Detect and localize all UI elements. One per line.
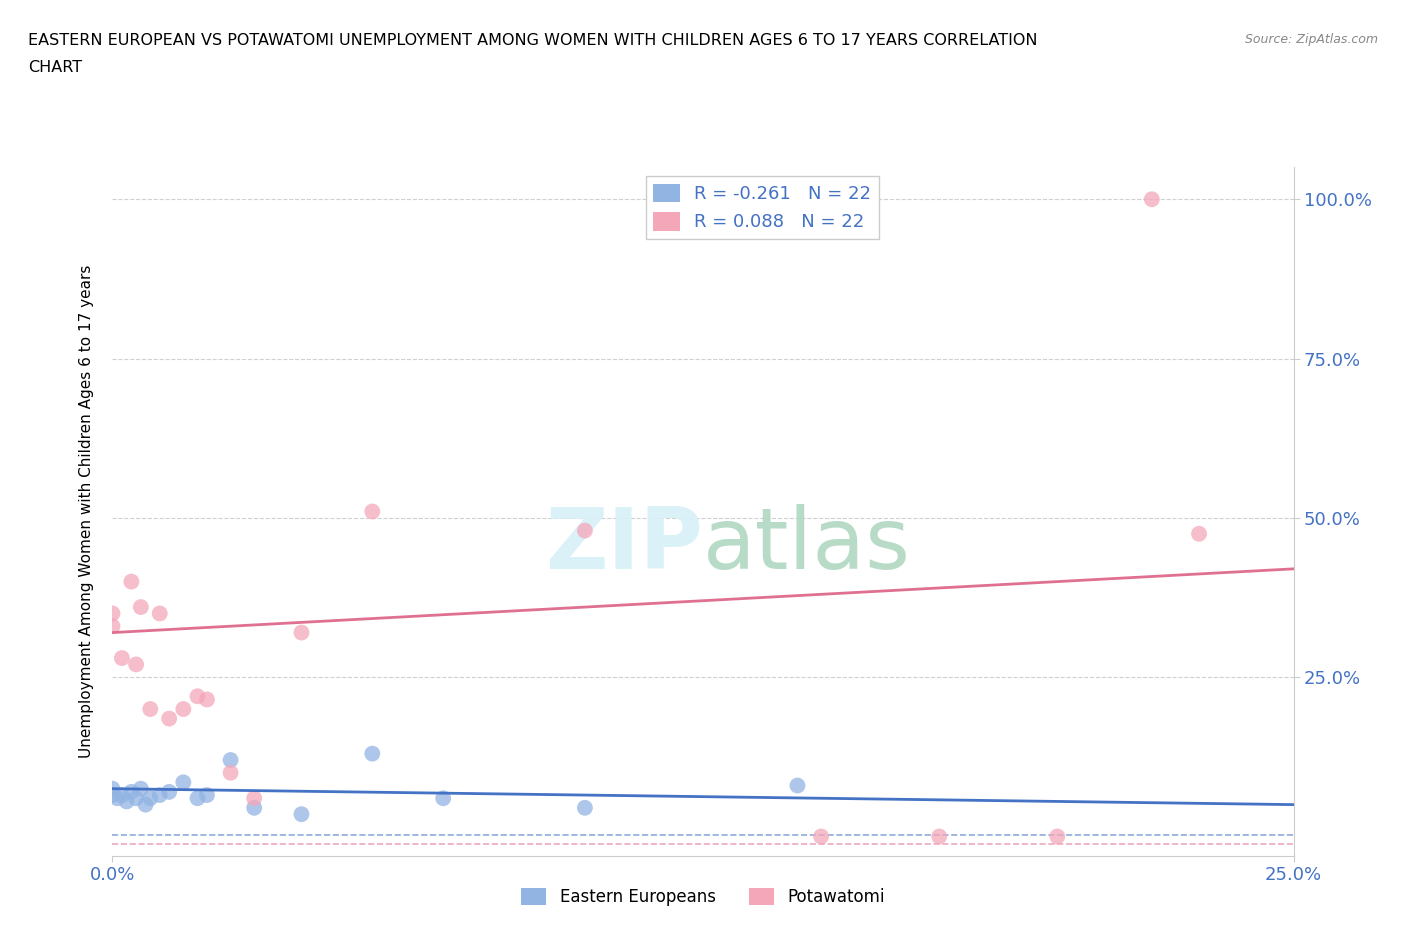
Point [219, 765, 242, 780]
Point [125, 790, 148, 805]
Point [149, 788, 172, 803]
Point [120, 574, 142, 589]
Point [149, 606, 172, 621]
Point [186, 790, 208, 805]
Point [432, 790, 454, 805]
Text: CHART: CHART [28, 60, 82, 75]
Point [120, 784, 142, 799]
Point [135, 797, 157, 812]
Point [111, 651, 134, 666]
Point [172, 775, 194, 790]
Point [115, 794, 138, 809]
Point [139, 701, 162, 716]
Point [1188, 526, 1211, 541]
Point [1140, 192, 1163, 206]
Point [129, 781, 152, 796]
Point [105, 790, 128, 805]
Point [574, 524, 596, 538]
Point [290, 625, 312, 640]
Point [172, 701, 194, 716]
Point [195, 692, 218, 707]
Point [101, 781, 124, 796]
Point [1046, 829, 1069, 844]
Point [157, 784, 180, 799]
Point [243, 801, 266, 816]
Point [810, 829, 832, 844]
Point [290, 806, 312, 821]
Point [157, 711, 180, 726]
Point [361, 746, 384, 761]
Text: Source: ZipAtlas.com: Source: ZipAtlas.com [1244, 33, 1378, 46]
Y-axis label: Unemployment Among Women with Children Ages 6 to 17 years: Unemployment Among Women with Children A… [79, 265, 94, 758]
Legend: Eastern Europeans, Potawatomi: Eastern Europeans, Potawatomi [515, 881, 891, 912]
Point [361, 504, 384, 519]
Point [219, 752, 242, 767]
Point [928, 829, 950, 844]
Point [101, 618, 124, 633]
Point [574, 801, 596, 816]
Point [186, 689, 208, 704]
Point [125, 657, 148, 671]
Text: EASTERN EUROPEAN VS POTAWATOMI UNEMPLOYMENT AMONG WOMEN WITH CHILDREN AGES 6 TO : EASTERN EUROPEAN VS POTAWATOMI UNEMPLOYM… [28, 33, 1038, 47]
Text: ZIP: ZIP [546, 504, 703, 588]
Point [243, 790, 266, 805]
Point [101, 606, 124, 621]
Point [139, 790, 162, 805]
Point [129, 600, 152, 615]
Legend: R = -0.261   N = 22, R = 0.088   N = 22: R = -0.261 N = 22, R = 0.088 N = 22 [645, 177, 879, 239]
Text: atlas: atlas [703, 504, 911, 588]
Point [101, 788, 124, 803]
Point [195, 788, 218, 803]
Point [786, 778, 808, 793]
Point [111, 788, 134, 803]
